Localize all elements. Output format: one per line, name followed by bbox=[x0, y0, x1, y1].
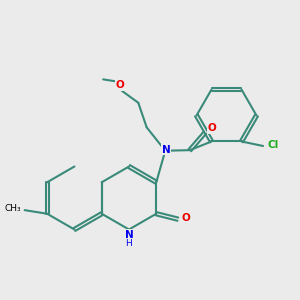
Text: O: O bbox=[207, 123, 216, 133]
Text: O: O bbox=[182, 213, 191, 223]
Text: N: N bbox=[161, 145, 170, 155]
Text: N: N bbox=[124, 230, 134, 240]
Text: CH₃: CH₃ bbox=[5, 205, 22, 214]
Text: H: H bbox=[126, 239, 132, 248]
Text: Cl: Cl bbox=[267, 140, 278, 150]
Text: O: O bbox=[116, 80, 125, 90]
